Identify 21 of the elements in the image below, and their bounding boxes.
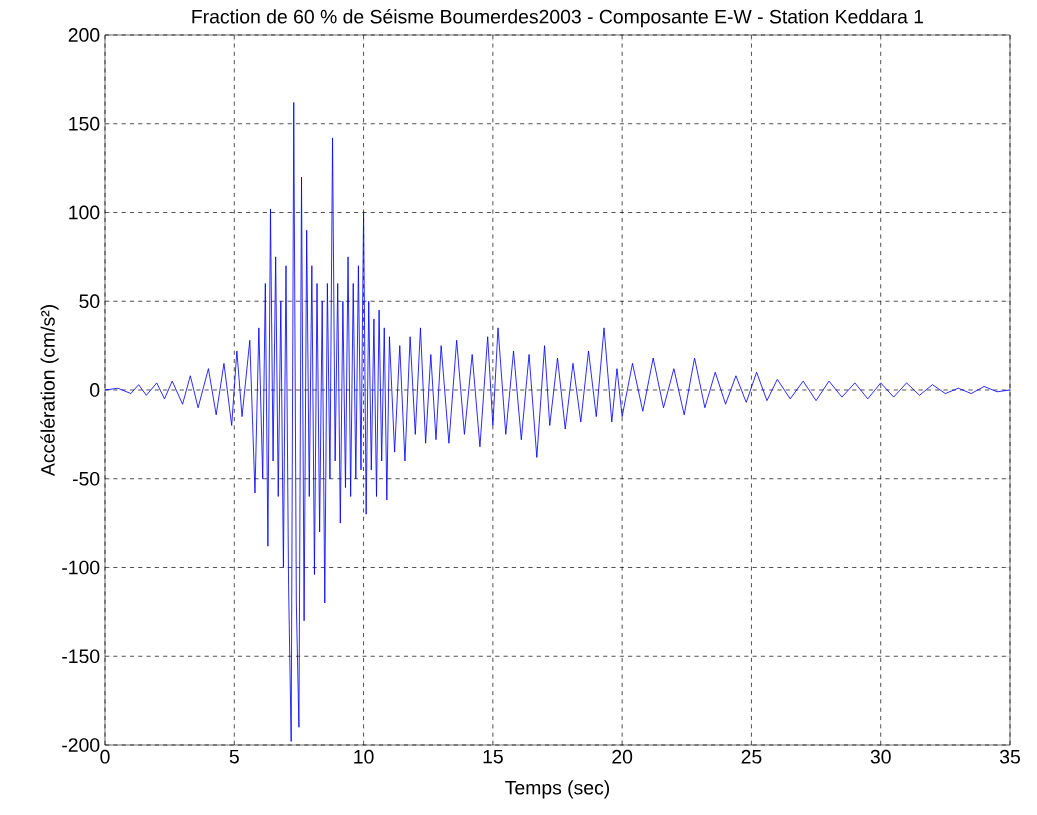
y-tick-label: -150 xyxy=(62,649,100,664)
x-tick-label: 35 xyxy=(999,749,1020,764)
x-axis-title: Temps (sec) xyxy=(505,780,610,799)
x-tick-label: 30 xyxy=(870,749,891,764)
x-tick-label: 5 xyxy=(229,749,239,764)
chart-title: Fraction de 60 % de Séisme Boumerdes2003 - Composante E-W - Station Keddara 1 xyxy=(192,9,924,28)
y-tick-label: -200 xyxy=(62,738,100,752)
y-tick-label: 0 xyxy=(90,383,100,397)
y-tick-label: 50 xyxy=(79,294,100,309)
x-tick-label: 20 xyxy=(612,749,633,764)
y-tick-label: -50 xyxy=(72,471,100,486)
y-tick-label: 200 xyxy=(68,28,100,42)
x-tick-label: 10 xyxy=(354,749,374,764)
y-tick-label: 100 xyxy=(69,205,100,220)
x-tick-label: 15 xyxy=(483,749,503,764)
line-series xyxy=(105,102,1010,742)
y-axis-title: Accélération (cm/s²) xyxy=(40,305,59,477)
x-tick-label: 0 xyxy=(100,749,110,764)
y-tick-label: -100 xyxy=(62,560,100,575)
x-tick-label: 25 xyxy=(741,749,762,764)
y-tick-label: 150 xyxy=(69,116,100,131)
